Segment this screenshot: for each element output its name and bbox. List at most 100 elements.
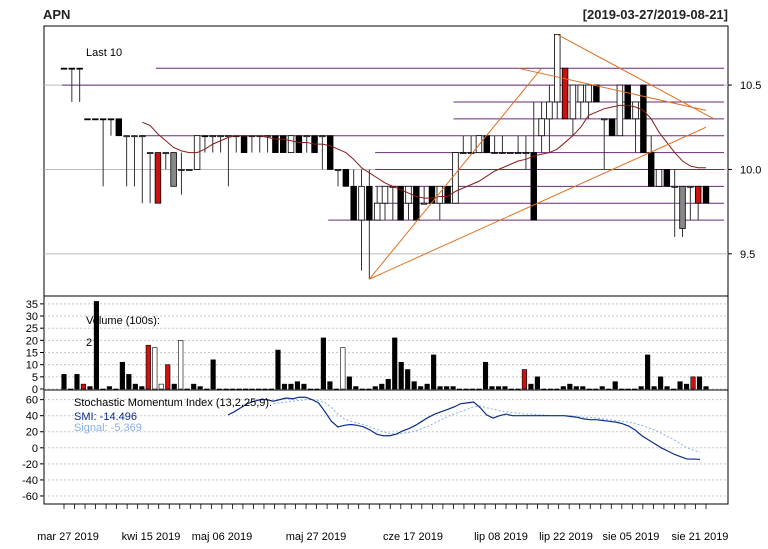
volume-bar (106, 386, 112, 390)
price-candle (107, 118, 115, 136)
volume-bar (327, 381, 333, 390)
volume-bar (586, 388, 592, 390)
volume-bar (690, 376, 696, 390)
price-candle (115, 118, 123, 137)
volume-bar (100, 388, 106, 390)
price-candle (68, 67, 76, 102)
smi-ytick: 60 (26, 395, 38, 407)
smi-panel: 60 40 20 0 -20 -40 -60 Stochastic Momentum Ind… (22, 389, 729, 505)
price-candle (687, 185, 694, 221)
volume-bar (405, 369, 411, 390)
x-tick-label: sie 21 2019 (672, 531, 729, 543)
volume-bar (619, 388, 625, 390)
smi-line (227, 396, 701, 461)
volume-bar (379, 383, 385, 390)
volume-bar (236, 388, 242, 390)
price-candle (436, 185, 444, 221)
volume-bar (683, 383, 690, 390)
price-candle (538, 101, 545, 153)
volume-ytick: 35 (26, 299, 38, 311)
x-tick-label: lip 22 2019 (539, 531, 593, 543)
volume-bar (677, 381, 683, 390)
volume-bar (385, 378, 391, 390)
volume-bar (696, 376, 703, 390)
price-candle (561, 67, 569, 120)
volume-ytick: 20 (26, 335, 38, 347)
volume-bar (495, 386, 502, 390)
price-candle (225, 135, 232, 187)
volume-bar (632, 388, 638, 390)
volume-bar (145, 344, 151, 390)
volume-bar (482, 361, 489, 390)
smi-value-label: SMI: -14.496 (74, 411, 137, 423)
volume-bar (515, 388, 521, 390)
volume-bar (268, 388, 275, 390)
price-candle (287, 135, 295, 153)
volume-bar (437, 386, 443, 390)
price-candle (452, 152, 459, 204)
price-candle (358, 169, 365, 271)
date-range: [2019-03-27/2019-08-21] (583, 7, 728, 22)
price-candle (373, 186, 381, 221)
volume-bar (171, 383, 177, 390)
volume-bar (204, 388, 210, 390)
price-candle (624, 84, 631, 120)
price-candle (569, 84, 577, 136)
volume-ytick: 25 (26, 323, 38, 335)
price-annotation: Last 10 (86, 47, 122, 59)
volume-bar (126, 374, 132, 390)
price-candle (240, 135, 248, 153)
price-candle (186, 169, 193, 171)
volume-bar (359, 388, 365, 390)
price-candle (585, 84, 592, 119)
smi-signal-label: Signal: -5.369 (74, 422, 142, 434)
price-candle (608, 118, 616, 137)
price-trend-line (517, 67, 707, 111)
volume-bar (411, 381, 417, 390)
volume-bar (645, 354, 651, 390)
volume-label: Volume (100s): (86, 315, 160, 327)
volume-bar (223, 388, 229, 390)
volume-bar (580, 386, 586, 390)
volume-bar (463, 388, 469, 390)
volume-bar (158, 383, 164, 390)
volume-bar (444, 386, 450, 390)
price-candle (342, 169, 350, 187)
price-candle (264, 135, 271, 153)
price-candle (632, 101, 639, 153)
volume-ytick: 0 (32, 384, 38, 396)
price-candle (60, 67, 68, 70)
price-candle (154, 152, 162, 204)
volume-bar (457, 388, 463, 390)
volume-bar (703, 386, 709, 390)
volume-bar (658, 376, 664, 390)
price-candle (303, 135, 310, 153)
volume-bar (593, 388, 599, 390)
volume-bar (625, 388, 631, 390)
volume-bar (567, 383, 573, 390)
volume-bar (93, 301, 99, 390)
x-axis: mar 27 2019 kwi 15 2019 maj 06 2019 maj 27 … (37, 504, 728, 543)
price-ytick: 9.5 (740, 249, 755, 261)
volume-bar (606, 388, 612, 390)
price-candle (280, 135, 287, 153)
volume-bar (366, 388, 372, 390)
price-candle (139, 135, 146, 204)
volume-bar (288, 383, 294, 390)
volume-ytick: 30 (26, 311, 38, 323)
volume-bar (119, 361, 125, 390)
volume-bar (398, 361, 404, 390)
price-candle (217, 135, 224, 153)
price-candle (647, 135, 655, 187)
volume-bar (301, 383, 307, 390)
volume-bar (392, 337, 398, 390)
price-candle (76, 67, 83, 102)
price-candle (616, 84, 624, 137)
volume-bar (61, 374, 67, 390)
volume-bar (476, 388, 482, 390)
volume-bar (87, 386, 93, 390)
volume-bar (431, 354, 437, 390)
volume-bar (217, 388, 223, 390)
volume-bar (294, 381, 301, 390)
